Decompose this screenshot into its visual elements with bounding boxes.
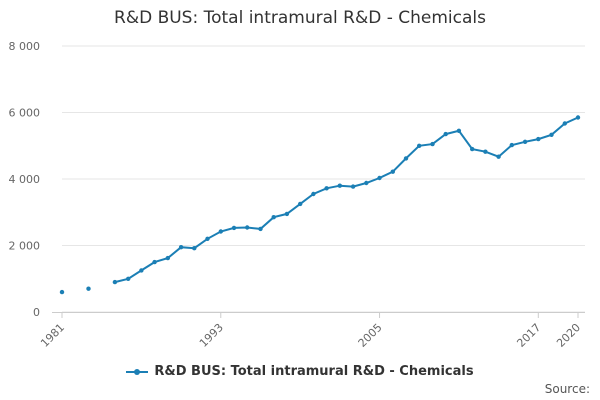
data-point[interactable] <box>245 225 250 230</box>
data-point[interactable] <box>59 289 65 295</box>
data-point[interactable] <box>456 128 462 133</box>
data-point[interactable] <box>112 279 118 285</box>
y-axis-ticks: 0 2 000 4 000 6 000 8 000 <box>9 40 41 319</box>
data-point[interactable] <box>509 142 514 148</box>
data-point[interactable] <box>205 236 210 241</box>
x-tick-label: 2005 <box>356 321 385 350</box>
data-point[interactable] <box>298 201 303 207</box>
data-point[interactable] <box>218 229 223 234</box>
data-point[interactable] <box>536 136 541 142</box>
legend-line-marker-icon <box>126 365 149 379</box>
data-point[interactable] <box>139 268 144 273</box>
data-point[interactable] <box>390 169 395 174</box>
series-layer <box>59 115 581 295</box>
data-point[interactable] <box>470 146 475 152</box>
data-point[interactable] <box>496 154 501 159</box>
x-tick-label: 1993 <box>197 321 226 350</box>
data-point[interactable] <box>231 225 237 231</box>
data-point[interactable] <box>311 191 316 197</box>
legend-item[interactable]: R&D BUS: Total intramural R&D - Chemical… <box>126 364 474 379</box>
data-point[interactable] <box>126 276 131 281</box>
data-point[interactable] <box>562 121 567 126</box>
x-axis: 1981 1993 2005 2017 2020 <box>38 312 585 350</box>
data-point[interactable] <box>192 246 197 251</box>
data-point[interactable] <box>350 184 356 189</box>
y-tick-label: 6 000 <box>9 107 41 120</box>
data-point[interactable] <box>549 132 554 137</box>
y-tick-label: 0 <box>33 306 40 319</box>
data-point[interactable] <box>403 156 409 161</box>
data-point[interactable] <box>575 115 581 120</box>
data-point[interactable] <box>324 186 329 191</box>
data-point[interactable] <box>284 211 290 217</box>
x-tick-label: 1981 <box>38 321 67 350</box>
y-tick-label: 2 000 <box>9 240 41 253</box>
data-point[interactable] <box>430 141 435 147</box>
data-point[interactable] <box>337 183 342 188</box>
data-point[interactable] <box>165 255 170 261</box>
data-point[interactable] <box>417 143 422 148</box>
y-tick-label: 8 000 <box>9 40 41 53</box>
data-point[interactable] <box>377 175 382 181</box>
x-tick-label: 2020 <box>554 321 583 350</box>
data-point[interactable] <box>271 215 276 220</box>
data-point[interactable] <box>483 149 488 154</box>
legend-label: R&D BUS: Total intramural R&D - Chemical… <box>154 364 474 379</box>
data-point[interactable] <box>152 259 157 265</box>
x-tick-label: 2017 <box>514 321 543 350</box>
data-point[interactable] <box>522 139 528 144</box>
y-tick-label: 4 000 <box>9 173 41 186</box>
series-line <box>114 116 579 284</box>
data-point[interactable] <box>364 180 369 186</box>
data-point[interactable] <box>178 245 184 250</box>
source-label[interactable]: Source: <box>544 382 590 396</box>
chart-title: R&D BUS: Total intramural R&D - Chemical… <box>114 8 486 28</box>
data-point[interactable] <box>443 131 448 137</box>
data-point[interactable] <box>258 226 263 232</box>
legend[interactable]: R&D BUS: Total intramural R&D - Chemical… <box>0 364 600 383</box>
data-point[interactable] <box>86 286 91 291</box>
